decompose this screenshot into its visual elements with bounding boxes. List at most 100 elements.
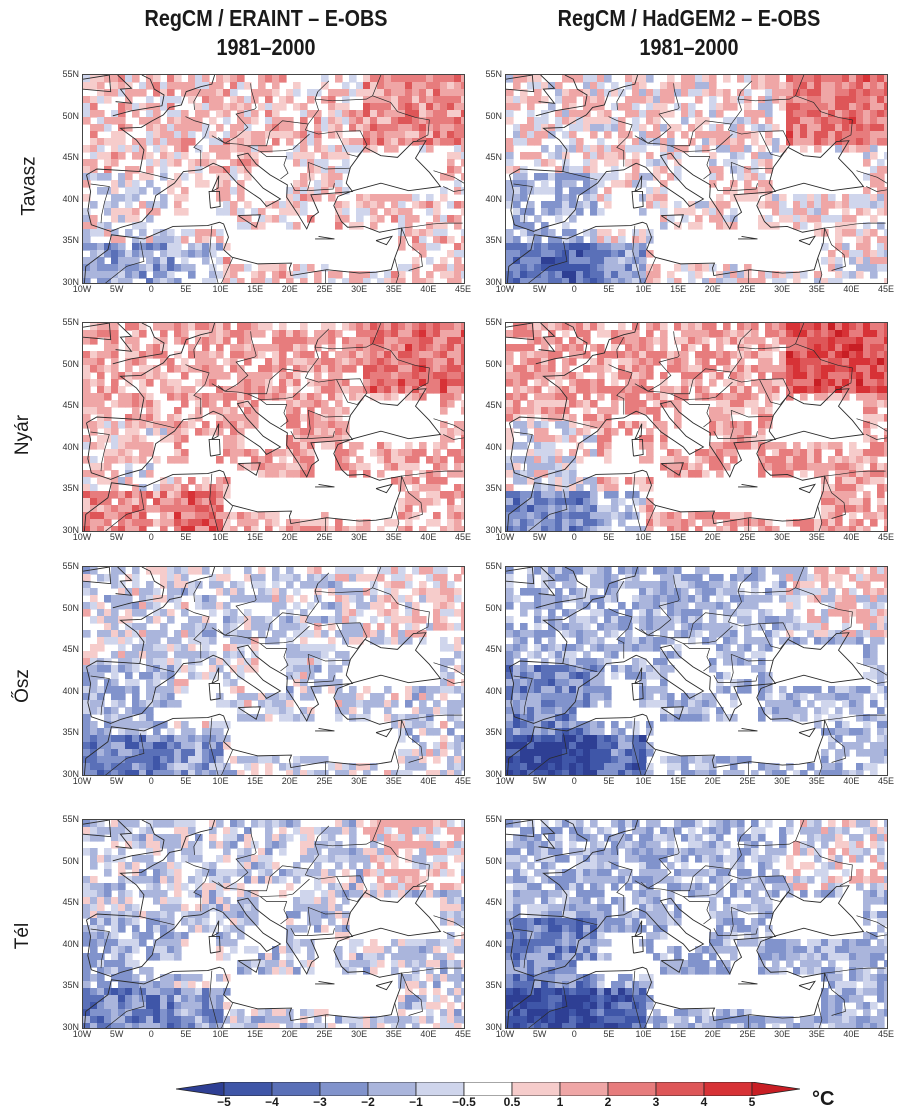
anomaly-cell — [349, 637, 357, 645]
anomaly-cell — [377, 637, 385, 645]
anomaly-cell — [744, 421, 752, 429]
anomaly-cell — [307, 581, 315, 589]
anomaly-cell — [202, 96, 210, 104]
anomaly-cell — [146, 449, 154, 457]
anomaly-cell — [433, 512, 441, 520]
anomaly-cell — [335, 595, 343, 603]
anomaly-cell — [828, 117, 836, 125]
lon-tick-label: 35E — [808, 284, 825, 294]
anomaly-cell — [744, 187, 752, 195]
anomaly-cell — [786, 215, 794, 223]
anomaly-cell — [118, 208, 126, 216]
anomaly-cell — [202, 630, 210, 638]
anomaly-cell — [153, 414, 161, 422]
anomaly-cell — [884, 428, 887, 436]
anomaly-cell — [314, 574, 322, 582]
anomaly-cell — [835, 201, 843, 209]
anomaly-cell — [349, 222, 357, 230]
anomaly-cell — [251, 271, 259, 279]
anomaly-cell — [335, 145, 343, 153]
anomaly-cell — [97, 264, 105, 272]
anomaly-cell — [807, 124, 815, 132]
anomaly-cell — [646, 365, 654, 373]
anomaly-cell — [97, 616, 105, 624]
anomaly-cell — [272, 512, 280, 520]
anomaly-cell — [90, 602, 98, 610]
anomaly-cell — [279, 470, 287, 478]
lon-tick-label: 35E — [808, 532, 825, 542]
anomaly-cell — [132, 484, 140, 492]
anomaly-cell — [195, 428, 203, 436]
anomaly-cell — [426, 243, 434, 251]
anomaly-cell — [604, 250, 612, 258]
anomaly-cell — [541, 435, 549, 443]
anomaly-cell — [520, 498, 528, 506]
anomaly-cell — [209, 400, 217, 408]
anomaly-cell — [447, 201, 455, 209]
anomaly-cell — [723, 400, 731, 408]
anomaly-cell — [132, 693, 140, 701]
anomaly-cell — [723, 215, 731, 223]
anomaly-cell — [307, 194, 315, 202]
anomaly-cell — [660, 89, 668, 97]
anomaly-cell — [286, 194, 294, 202]
anomaly-cell — [244, 96, 252, 104]
anomaly-cell — [632, 75, 640, 83]
anomaly-cell — [548, 351, 556, 359]
anomaly-cell — [90, 250, 98, 258]
anomaly-cell — [461, 351, 464, 359]
anomaly-cell — [370, 145, 378, 153]
anomaly-cell — [870, 421, 878, 429]
anomaly-cell — [342, 187, 350, 195]
anomaly-cell — [314, 278, 322, 283]
anomaly-cell — [244, 574, 252, 582]
anomaly-cell — [426, 358, 434, 366]
anomaly-cell — [709, 372, 717, 380]
anomaly-cell — [426, 365, 434, 373]
anomaly-cell — [849, 386, 857, 394]
anomaly-cell — [506, 344, 514, 352]
anomaly-cell — [342, 693, 350, 701]
anomaly-cell — [534, 278, 542, 283]
anomaly-cell — [174, 386, 182, 394]
anomaly-cell — [737, 512, 745, 520]
coastline — [112, 323, 165, 365]
anomaly-cell — [856, 526, 864, 531]
anomaly-cell — [639, 456, 647, 464]
lat-tick-label: 40N — [485, 441, 502, 452]
anomaly-cell — [384, 393, 392, 401]
anomaly-cell — [681, 470, 689, 478]
anomaly-cell — [814, 103, 822, 111]
anomaly-cell — [118, 89, 126, 97]
anomaly-cell — [590, 505, 598, 513]
anomaly-cell — [104, 222, 112, 230]
anomaly-cell — [562, 264, 570, 272]
anomaly-cell — [814, 449, 822, 457]
anomaly-cell — [702, 82, 710, 90]
anomaly-cell — [562, 344, 570, 352]
anomaly-cell — [583, 428, 591, 436]
anomaly-cell — [181, 679, 189, 687]
anomaly-cell — [506, 456, 514, 464]
anomaly-cell — [328, 358, 336, 366]
anomaly-cell — [800, 519, 808, 527]
anomaly-cell — [583, 271, 591, 279]
anomaly-cell — [877, 337, 885, 345]
anomaly-cell — [639, 257, 647, 265]
anomaly-cell — [405, 75, 413, 83]
anomaly-cell — [454, 82, 462, 90]
lon-tick-label: 5E — [603, 532, 615, 542]
anomaly-cell — [83, 435, 91, 443]
anomaly-cell — [730, 428, 738, 436]
anomaly-cell — [723, 449, 731, 457]
anomaly-cell — [730, 264, 738, 272]
anomaly-cell — [863, 159, 871, 167]
anomaly-cell — [356, 222, 364, 230]
anomaly-cell — [111, 152, 119, 160]
anomaly-cell — [793, 344, 801, 352]
anomaly-cell — [835, 456, 843, 464]
anomaly-cell — [90, 103, 98, 111]
anomaly-cell — [870, 138, 878, 146]
anomaly-cell — [751, 519, 759, 527]
anomaly-cell — [632, 421, 640, 429]
